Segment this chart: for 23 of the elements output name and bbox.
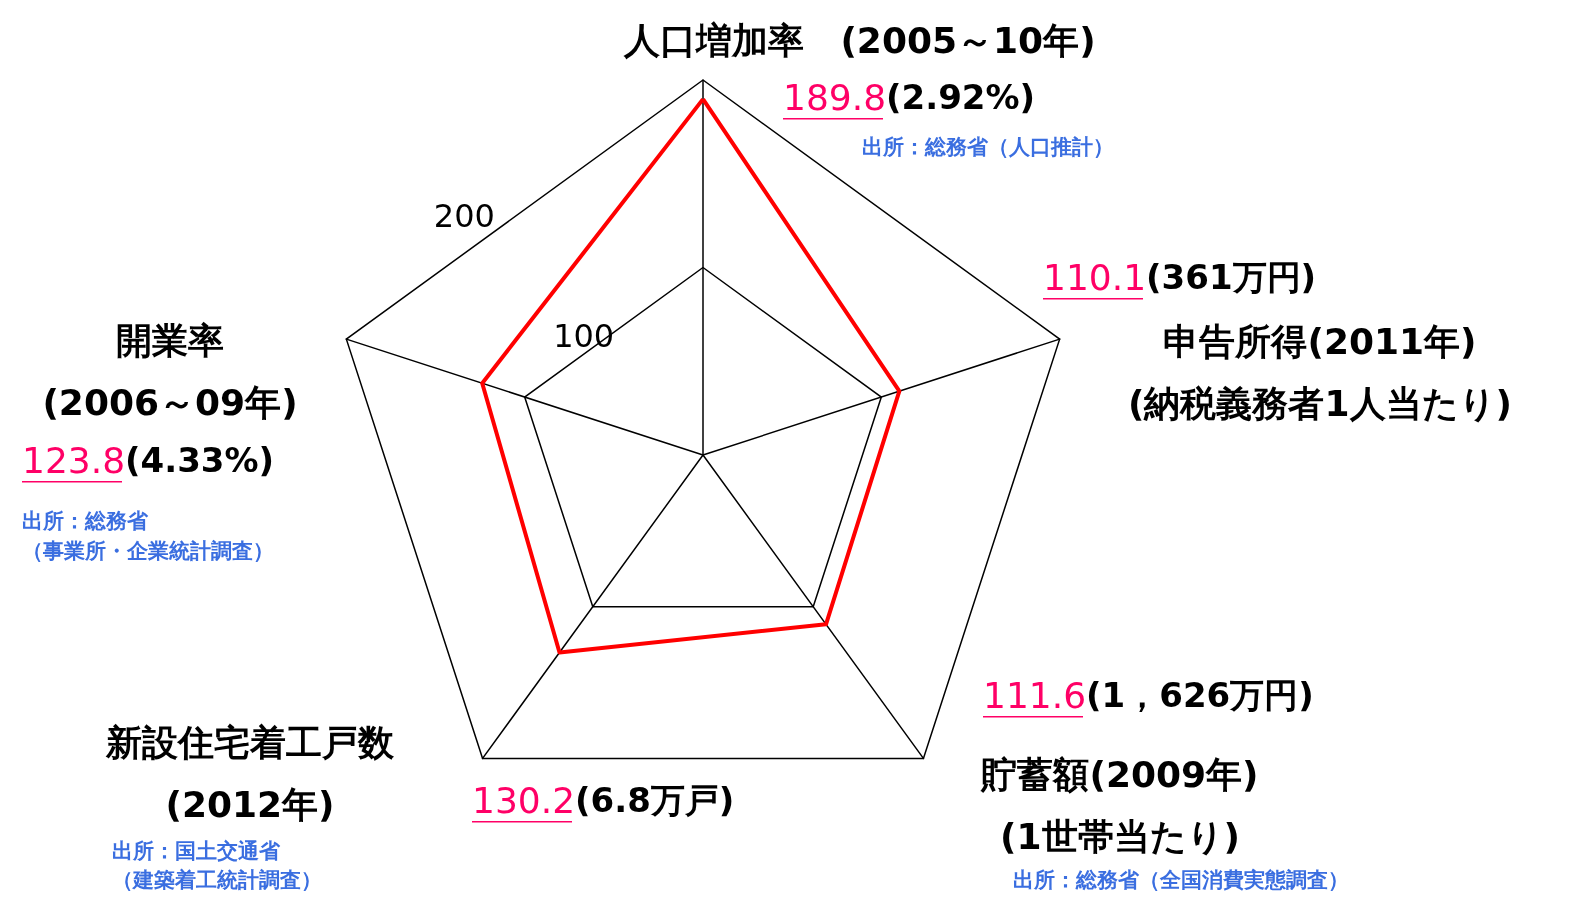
text: (1，626万円) (1086, 675, 1314, 715)
spoke-label: 開業率 (2006～09年) (42, 319, 298, 423)
text: (361万円) (1146, 257, 1317, 297)
spoke-label: 人口増加率 (2005～10年) (623, 19, 1096, 61)
text: 110.1 (1043, 256, 1147, 298)
text: (2.92%) (886, 77, 1036, 117)
spoke-label: 貯蓄額(2009年) (1世帯当たり) (980, 753, 1259, 857)
text: 111.6 (983, 674, 1087, 716)
spoke-label: 申告所得(2011年) (納税義務者1人当たり) (1128, 320, 1512, 424)
text: 123.8 (22, 439, 126, 481)
text: (6.8万戸) (575, 780, 735, 820)
y-tick-label: 200 (433, 197, 495, 236)
spoke-label: 新設住宅着工戸数 (2012年) (105, 721, 395, 825)
text: 189.8 (783, 76, 887, 118)
text: (4.33%) (125, 440, 275, 480)
text: 出所：総務省（全国消費実態調査） (1013, 868, 1349, 892)
text: 130.2 (472, 779, 576, 821)
text: （建築着工統計調査） (112, 868, 322, 892)
text: 出所：総務省 (22, 509, 149, 533)
text: （事業所・企業統計調査） (22, 539, 274, 563)
text: 出所：総務省（人口推計） (862, 135, 1114, 159)
y-tick-label: 100 (553, 316, 615, 355)
text: 出所：国土交通省 (112, 839, 281, 863)
